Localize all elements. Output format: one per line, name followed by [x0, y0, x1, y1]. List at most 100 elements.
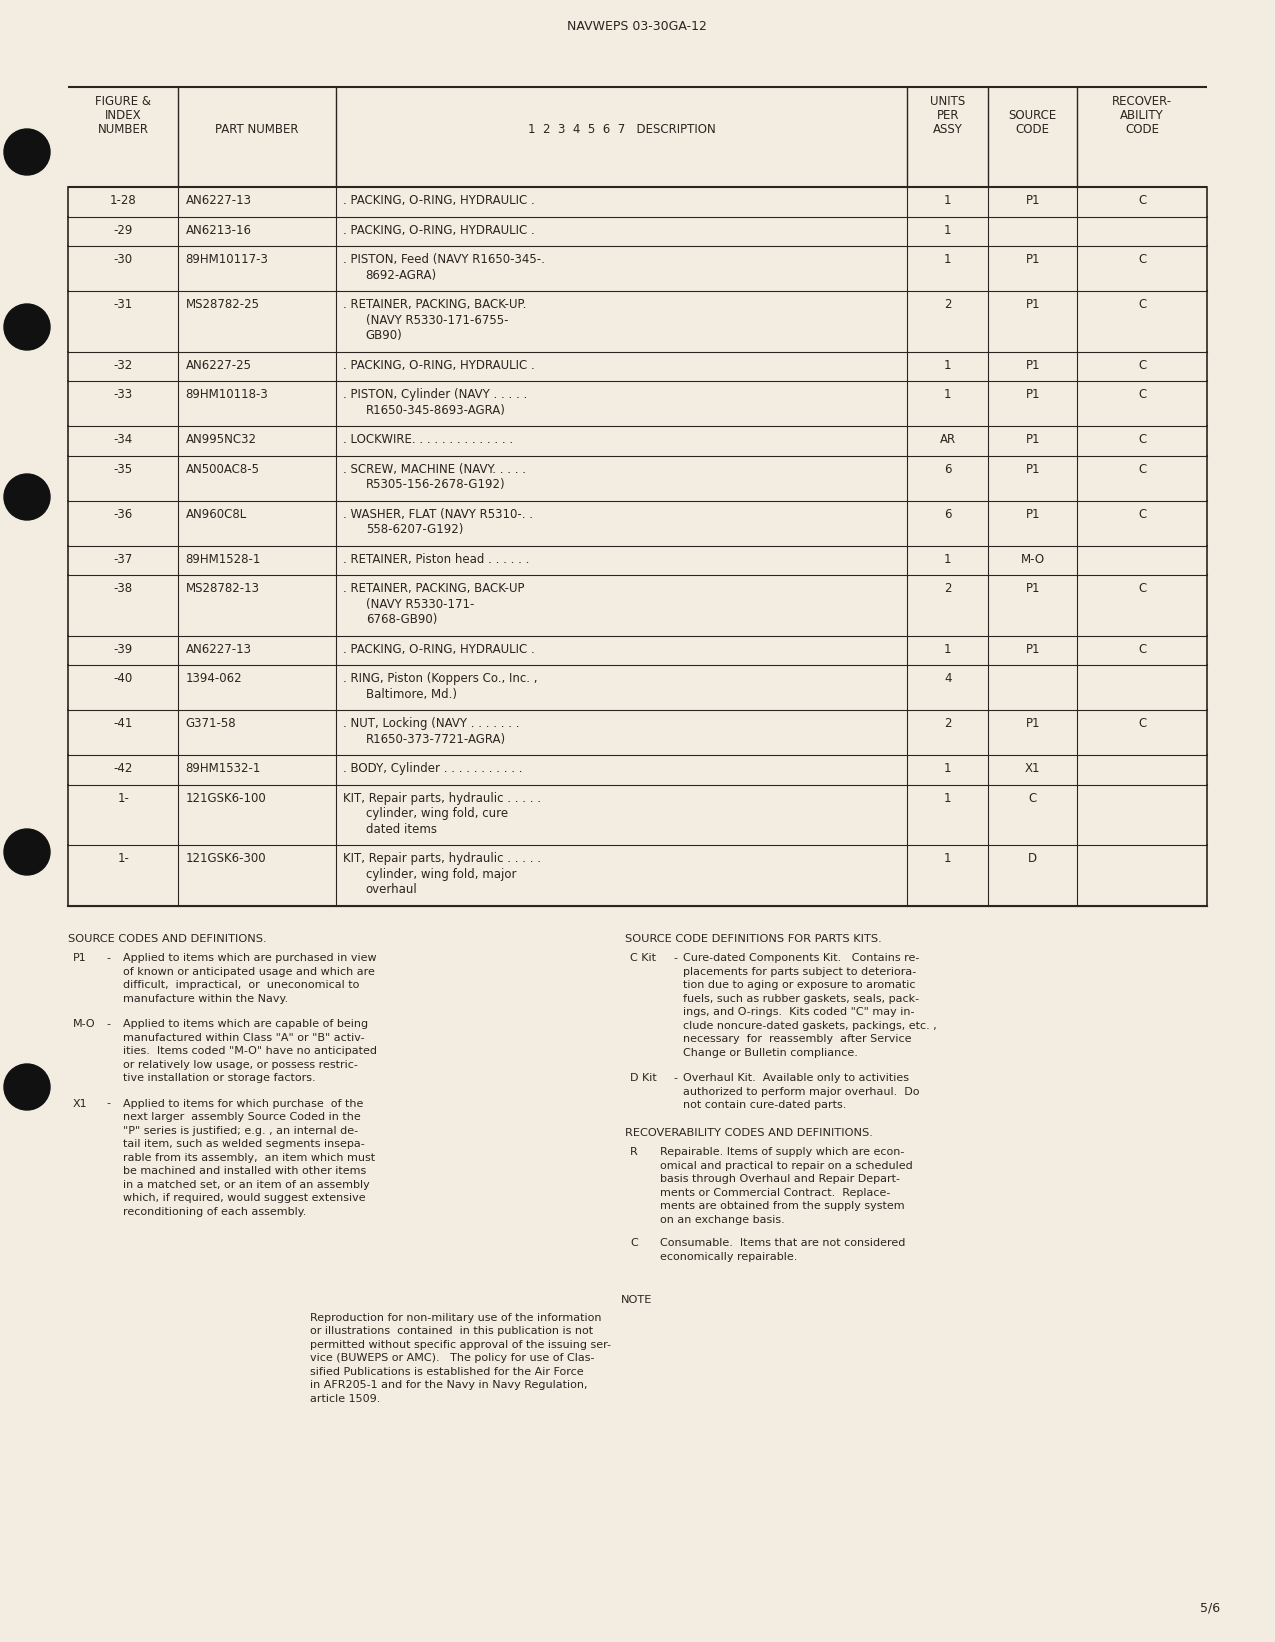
Text: P1: P1	[73, 952, 87, 962]
Text: 1-: 1-	[117, 852, 129, 865]
Text: ities.  Items coded "M-O" have no anticipated: ities. Items coded "M-O" have no anticip…	[122, 1046, 377, 1056]
Text: dated items: dated items	[366, 823, 436, 836]
Text: P1: P1	[1025, 581, 1040, 594]
Text: reconditioning of each assembly.: reconditioning of each assembly.	[122, 1207, 306, 1217]
Text: -39: -39	[113, 642, 133, 655]
Text: C: C	[1029, 791, 1037, 805]
Circle shape	[4, 1064, 50, 1110]
Text: ments or Commercial Contract.  Replace-: ments or Commercial Contract. Replace-	[660, 1187, 890, 1197]
Text: G371-58: G371-58	[185, 718, 236, 731]
Text: -29: -29	[113, 223, 133, 236]
Text: C: C	[1139, 463, 1146, 476]
Text: C: C	[1139, 388, 1146, 401]
Text: MS28782-13: MS28782-13	[185, 581, 260, 594]
Text: not contain cure-dated parts.: not contain cure-dated parts.	[683, 1100, 847, 1110]
Text: be machined and installed with other items: be machined and installed with other ite…	[122, 1166, 366, 1176]
Text: KIT, Repair parts, hydraulic . . . . .: KIT, Repair parts, hydraulic . . . . .	[343, 852, 541, 865]
Text: -33: -33	[113, 388, 133, 401]
Text: AR: AR	[940, 433, 956, 447]
Text: 1: 1	[944, 852, 951, 865]
Text: AN6227-13: AN6227-13	[185, 194, 251, 207]
Text: . RETAINER, PACKING, BACK-UP: . RETAINER, PACKING, BACK-UP	[343, 581, 524, 594]
Text: authorized to perform major overhaul.  Do: authorized to perform major overhaul. Do	[683, 1087, 919, 1097]
Text: -42: -42	[113, 762, 133, 775]
Text: CODE: CODE	[1016, 123, 1049, 136]
Text: SOURCE: SOURCE	[1009, 108, 1057, 122]
Text: 4: 4	[944, 672, 951, 685]
Text: . WASHER, FLAT (NAVY R5310-. .: . WASHER, FLAT (NAVY R5310-. .	[343, 507, 533, 521]
Text: -: -	[673, 952, 677, 962]
Text: -: -	[106, 952, 110, 962]
Text: 1: 1	[944, 388, 951, 401]
Text: P1: P1	[1025, 297, 1040, 310]
Text: AN6227-25: AN6227-25	[185, 358, 251, 371]
Text: -30: -30	[113, 253, 133, 266]
Text: RECOVER-: RECOVER-	[1112, 95, 1172, 108]
Text: C: C	[1139, 358, 1146, 371]
Text: tion due to aging or exposure to aromatic: tion due to aging or exposure to aromati…	[683, 980, 915, 990]
Text: Applied to items for which purchase  of the: Applied to items for which purchase of t…	[122, 1098, 363, 1108]
Text: 1-28: 1-28	[110, 194, 136, 207]
Text: which, if required, would suggest extensive: which, if required, would suggest extens…	[122, 1194, 366, 1204]
Text: SOURCE CODES AND DEFINITIONS.: SOURCE CODES AND DEFINITIONS.	[68, 934, 266, 944]
Text: UNITS: UNITS	[931, 95, 965, 108]
Text: 1: 1	[944, 762, 951, 775]
Text: P1: P1	[1025, 507, 1040, 521]
Text: Baltimore, Md.): Baltimore, Md.)	[366, 688, 456, 701]
Text: P1: P1	[1025, 358, 1040, 371]
Text: 5/6: 5/6	[1200, 1601, 1220, 1614]
Text: . RING, Piston (Koppers Co., Inc. ,: . RING, Piston (Koppers Co., Inc. ,	[343, 672, 537, 685]
Text: P1: P1	[1025, 194, 1040, 207]
Text: permitted without specific approval of the issuing ser-: permitted without specific approval of t…	[310, 1340, 611, 1350]
Text: R5305-156-2678-G192): R5305-156-2678-G192)	[366, 478, 505, 491]
Text: P1: P1	[1025, 463, 1040, 476]
Text: 89HM1528-1: 89HM1528-1	[185, 552, 261, 565]
Text: 89HM10117-3: 89HM10117-3	[185, 253, 268, 266]
Text: AN500AC8-5: AN500AC8-5	[185, 463, 260, 476]
Text: 6: 6	[944, 463, 951, 476]
Text: 1: 1	[944, 642, 951, 655]
Text: P1: P1	[1025, 253, 1040, 266]
Text: . RETAINER, Piston head . . . . . .: . RETAINER, Piston head . . . . . .	[343, 552, 529, 565]
Text: -: -	[106, 1020, 110, 1030]
Text: . NUT, Locking (NAVY . . . . . . .: . NUT, Locking (NAVY . . . . . . .	[343, 718, 519, 731]
Text: SOURCE CODE DEFINITIONS FOR PARTS KITS.: SOURCE CODE DEFINITIONS FOR PARTS KITS.	[625, 934, 882, 944]
Text: -32: -32	[113, 358, 133, 371]
Text: . RETAINER, PACKING, BACK-UP.: . RETAINER, PACKING, BACK-UP.	[343, 297, 527, 310]
Text: Consumable.  Items that are not considered: Consumable. Items that are not considere…	[660, 1238, 905, 1248]
Text: next larger  assembly Source Coded in the: next larger assembly Source Coded in the	[122, 1112, 361, 1121]
Text: -41: -41	[113, 718, 133, 731]
Text: "P" series is justified; e.g. , an internal de-: "P" series is justified; e.g. , an inter…	[122, 1125, 358, 1136]
Text: NUMBER: NUMBER	[98, 123, 149, 136]
Text: 6: 6	[944, 507, 951, 521]
Text: in a matched set, or an item of an assembly: in a matched set, or an item of an assem…	[122, 1179, 370, 1189]
Text: -37: -37	[113, 552, 133, 565]
Text: manufacture within the Navy.: manufacture within the Navy.	[122, 993, 288, 1003]
Text: NOTE: NOTE	[621, 1296, 653, 1305]
Text: 2: 2	[944, 718, 951, 731]
Circle shape	[4, 130, 50, 176]
Text: M-O: M-O	[73, 1020, 96, 1030]
Text: P1: P1	[1025, 718, 1040, 731]
Text: placements for parts subject to deteriora-: placements for parts subject to deterior…	[683, 967, 917, 977]
Text: C: C	[1139, 642, 1146, 655]
Text: Overhaul Kit.  Available only to activities: Overhaul Kit. Available only to activiti…	[683, 1072, 909, 1084]
Text: . PISTON, Feed (NAVY R1650-345-.: . PISTON, Feed (NAVY R1650-345-.	[343, 253, 544, 266]
Text: Cure-dated Components Kit.   Contains re-: Cure-dated Components Kit. Contains re-	[683, 952, 919, 962]
Text: basis through Overhaul and Repair Depart-: basis through Overhaul and Repair Depart…	[660, 1174, 900, 1184]
Text: in AFR205-1 and for the Navy in Navy Regulation,: in AFR205-1 and for the Navy in Navy Reg…	[310, 1379, 588, 1391]
Text: of known or anticipated usage and which are: of known or anticipated usage and which …	[122, 967, 375, 977]
Text: -: -	[106, 1098, 110, 1108]
Text: 89HM10118-3: 89HM10118-3	[185, 388, 268, 401]
Text: . PISTON, Cylinder (NAVY . . . . .: . PISTON, Cylinder (NAVY . . . . .	[343, 388, 527, 401]
Text: 121GSK6-100: 121GSK6-100	[185, 791, 266, 805]
Text: or relatively low usage, or possess restric-: or relatively low usage, or possess rest…	[122, 1059, 358, 1069]
Text: . PACKING, O-RING, HYDRAULIC .: . PACKING, O-RING, HYDRAULIC .	[343, 194, 534, 207]
Text: 2: 2	[944, 297, 951, 310]
Text: 2: 2	[944, 581, 951, 594]
Text: -34: -34	[113, 433, 133, 447]
Text: PER: PER	[937, 108, 959, 122]
Text: . PACKING, O-RING, HYDRAULIC .: . PACKING, O-RING, HYDRAULIC .	[343, 358, 534, 371]
Text: GB90): GB90)	[366, 328, 403, 342]
Text: (NAVY R5330-171-: (NAVY R5330-171-	[366, 598, 474, 611]
